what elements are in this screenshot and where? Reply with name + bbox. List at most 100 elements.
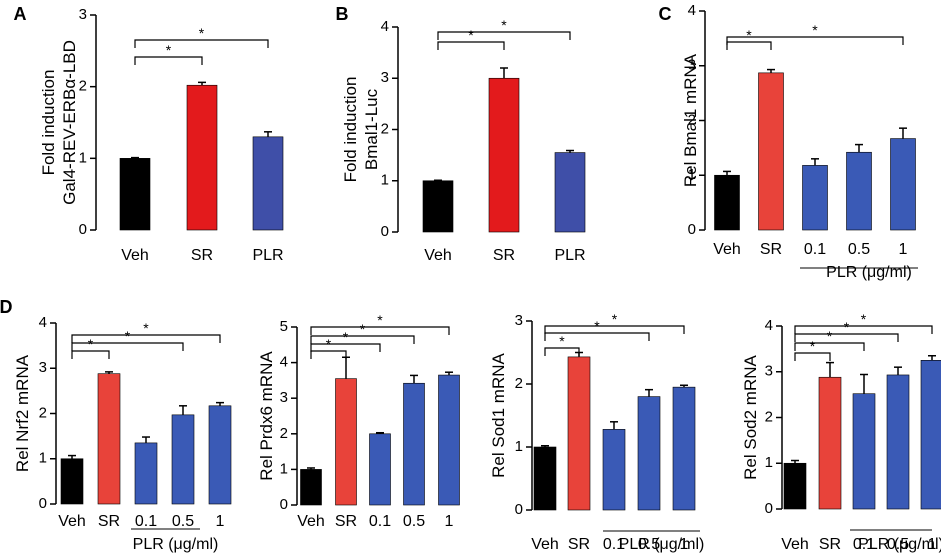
x-tick-label: SR [568, 536, 590, 553]
chart-panel-B: B 0 1 2 3 4 Fold induction Bmal1-Luc Veh SR PLR * * [336, 4, 586, 264]
x-tick-label: 0.1 [369, 513, 391, 530]
y-tick-label: 4 [381, 18, 389, 35]
bar-1 [208, 405, 232, 505]
significance-star: * [468, 27, 474, 43]
significance-bracket [310, 326, 450, 335]
significance-star: * [199, 25, 205, 41]
bar-1 [920, 360, 941, 510]
x-tick-label: Veh [58, 513, 86, 530]
x-tick-label: Veh [713, 241, 741, 258]
x-tick-label: 1 [445, 513, 454, 530]
y-axis-label: Rel Bmal1 mRNA [681, 53, 700, 187]
y-tick-label: 0 [381, 223, 389, 240]
significance-bracket [794, 352, 831, 361]
bar-SR [97, 373, 121, 505]
significance-bracket [134, 39, 269, 48]
y-tick-label: 4 [39, 314, 47, 331]
bar-Veh [714, 174, 740, 231]
x-tick-label: SR [819, 536, 841, 553]
y-tick-label: 0 [688, 221, 696, 238]
bar-SR [758, 72, 784, 231]
bar-Veh [60, 458, 84, 505]
bar-0.1 [852, 393, 876, 510]
y-tick-label: 1 [515, 438, 523, 455]
significance-star: * [812, 22, 818, 38]
x-tick-label: 0.1 [853, 536, 875, 553]
x-tick-label: 0.5 [848, 241, 870, 258]
significance-star: * [166, 42, 172, 58]
y-tick-label: 2 [39, 404, 47, 421]
bar-Veh [783, 462, 807, 510]
bar-Veh [119, 158, 151, 231]
x-tick-label: 0.1 [804, 241, 826, 258]
bar-SR [335, 378, 357, 506]
chart-panel-C: C 0 1 2 3 4 Rel Bmal1 mRNA Veh SR 0.1 0.5 1 * * PLR (μ… [659, 2, 918, 281]
x-tick-label: 0.5 [887, 536, 909, 553]
y-tick-label: 5 [280, 318, 288, 335]
panel-letter: C [659, 4, 672, 24]
y-tick-label: 2 [688, 111, 696, 128]
x-tick-label: 0.1 [603, 536, 625, 553]
x-tick-label: 0.5 [638, 536, 660, 553]
significance-bracket [794, 333, 899, 342]
x-tick-label: 0.5 [172, 513, 194, 530]
x-tick-label: 0.5 [403, 513, 425, 530]
y-tick-label: 2 [79, 78, 87, 95]
y-axis-label-line: Rel Sod2 mRNA [741, 354, 760, 479]
significance-bracket [794, 342, 865, 351]
y-axis-label-line: Rel Nrf2 mRNA [13, 354, 32, 472]
bar-Veh [422, 180, 454, 233]
x-tick-label: SR [191, 247, 213, 264]
y-axis-label-line: Rel Sod1 mRNA [489, 352, 508, 477]
significance-star: * [612, 311, 618, 327]
x-tick-label: 1 [216, 513, 225, 530]
bar-0.1 [134, 442, 158, 505]
y-tick-label: 3 [39, 359, 47, 376]
group-label: PLR (μg/ml) [619, 536, 705, 553]
panel-letter: A [14, 4, 27, 24]
significance-bracket [544, 332, 650, 341]
panel-letter: D [0, 297, 13, 317]
y-tick-label: 4 [688, 2, 696, 19]
y-axis-label-line: Bmal1-Luc [362, 88, 381, 170]
y-tick-label: 3 [688, 57, 696, 74]
y-tick-label: 0 [39, 495, 47, 512]
y-axis-label: Fold induction Bmal1-Luc [341, 77, 381, 183]
y-tick-label: 0 [515, 501, 523, 518]
significance-star: * [559, 333, 565, 349]
y-tick-label: 2 [765, 408, 773, 425]
y-axis-label-line: Rel Bmal1 mRNA [681, 53, 700, 187]
significance-star: * [377, 312, 383, 328]
significance-star: * [143, 320, 149, 336]
significance-bracket [794, 325, 933, 334]
y-axis-label: Rel Sod1 mRNA [489, 352, 508, 477]
x-tick-label: SR [760, 241, 782, 258]
significance-star: * [746, 27, 752, 43]
x-tick-label: SR [335, 513, 357, 530]
bar-1 [438, 374, 460, 506]
bar-Veh [533, 446, 557, 511]
significance-bracket [726, 36, 904, 45]
bar-1 [672, 386, 696, 511]
significance-bracket [310, 343, 381, 352]
bar-PLR [252, 136, 284, 231]
y-tick-label: 1 [381, 172, 389, 189]
y-tick-label: 1 [280, 460, 288, 477]
bar-0.5 [403, 382, 425, 506]
x-tick-label: Veh [424, 247, 452, 264]
bar-0.5 [637, 396, 661, 511]
bar-0.5 [846, 151, 872, 231]
y-axis-label: Fold induction Gal4-REV-ERBα-LBD [39, 40, 79, 205]
y-tick-label: 3 [381, 69, 389, 86]
bar-PLR [554, 152, 586, 233]
x-tick-label: Veh [121, 247, 149, 264]
bar-0.5 [886, 374, 910, 510]
significance-bracket [726, 41, 772, 50]
significance-bracket [71, 342, 184, 351]
y-tick-label: 1 [39, 450, 47, 467]
x-tick-label: PLR [554, 247, 585, 264]
x-tick-label: Veh [781, 536, 809, 553]
bar-Veh [300, 469, 322, 506]
bar-0.1 [602, 429, 626, 511]
